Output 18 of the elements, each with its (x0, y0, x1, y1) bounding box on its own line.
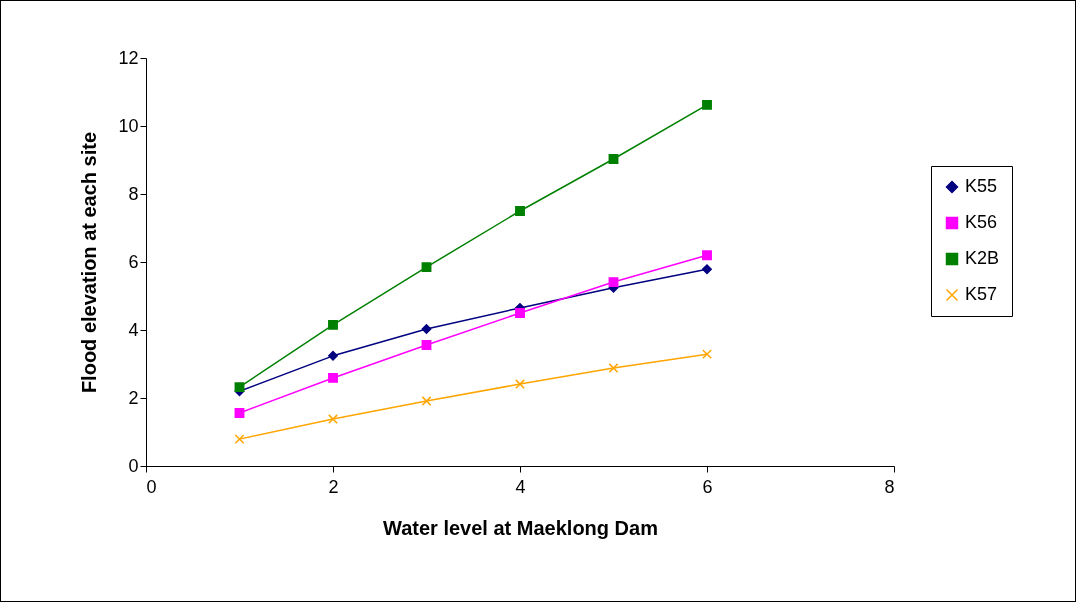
x-tick-label: 2 (328, 476, 339, 497)
x-tick-label: 6 (702, 476, 713, 497)
legend-label: K57 (965, 284, 998, 304)
x-tick-label: 4 (515, 476, 526, 497)
legend-label: K55 (965, 176, 998, 196)
y-tick-label: 0 (128, 455, 139, 476)
x-tick-label: 0 (146, 476, 157, 497)
legend-label: K56 (965, 212, 998, 232)
y-tick-label: 8 (128, 183, 139, 204)
y-tick-label: 2 (128, 387, 139, 408)
y-axis-title: Flood elevation at each site (78, 131, 101, 394)
y-tick-label: 4 (128, 319, 139, 340)
y-tick-label: 10 (118, 115, 139, 136)
x-axis-title: Water level at Maeklong Dam (383, 516, 658, 539)
y-tick-label: 12 (118, 47, 139, 68)
legend-label: K2B (965, 248, 1000, 268)
x-tick-label: 8 (884, 476, 895, 497)
y-tick-label: 6 (128, 251, 139, 272)
